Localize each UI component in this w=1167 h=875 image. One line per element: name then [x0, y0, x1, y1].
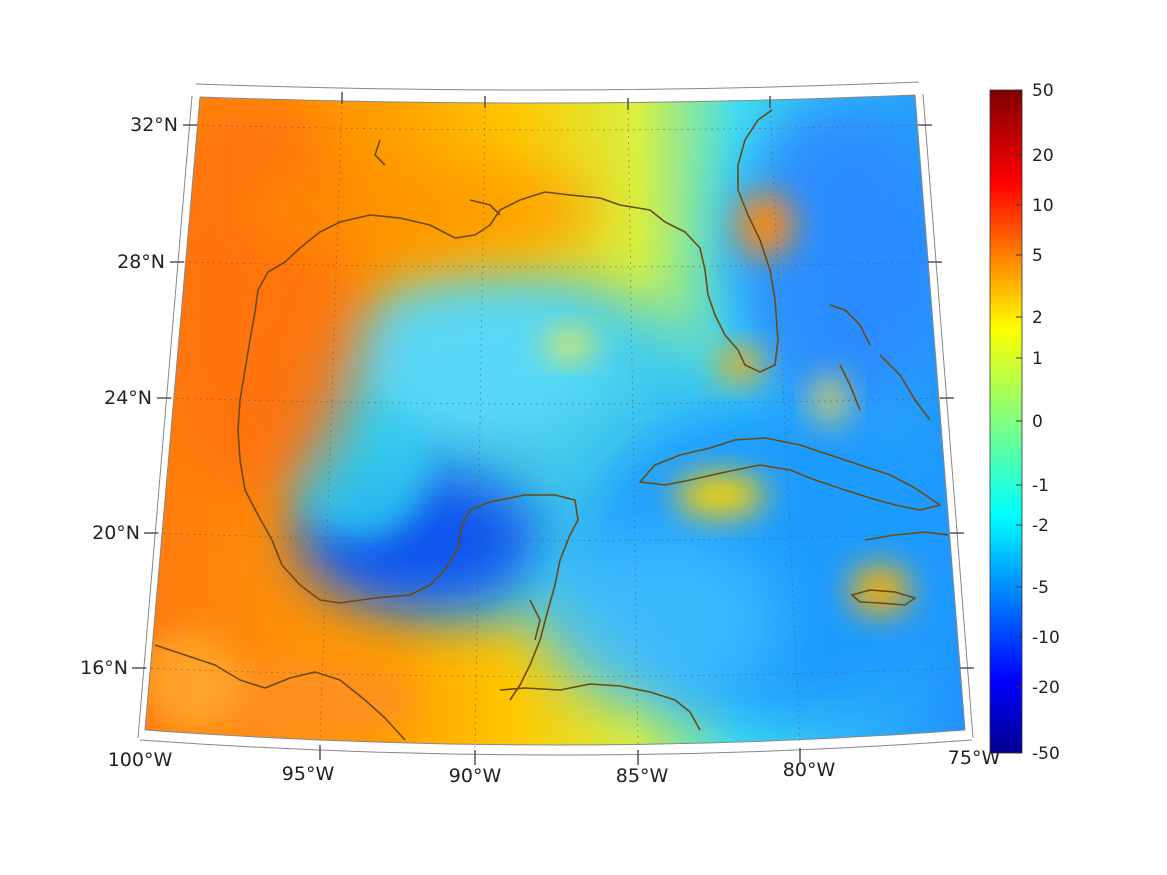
colorbar-label-5: 5 — [1032, 246, 1043, 266]
colorbar-label-neg2: -2 — [1032, 516, 1049, 536]
gulf-coastline — [237, 191, 666, 701]
lon-label-75w: 75°W — [948, 747, 1001, 769]
lat-label-16n: 16°N — [80, 657, 128, 679]
colorbar-label-neg5: -5 — [1032, 578, 1049, 598]
lon-label-85w: 85°W — [616, 765, 669, 787]
graticule — [144, 99, 963, 749]
colorbar-label-1: 1 — [1032, 349, 1043, 369]
central-america-coastline — [154, 644, 406, 741]
jamaica-coastline — [851, 589, 916, 606]
lat-label-20n: 20°N — [92, 522, 140, 544]
colorbar-label-neg20: -20 — [1032, 678, 1060, 698]
lat-label-24n: 24°N — [104, 387, 152, 409]
colorbar-label-neg10: -10 — [1032, 628, 1060, 648]
lon-label-100w: 100°W — [108, 749, 173, 771]
florida-coastline — [664, 109, 779, 373]
data-field — [145, 95, 965, 745]
colorbar-label-0: 0 — [1032, 412, 1043, 432]
colorbar-ticks — [1016, 89, 1022, 754]
coastlines — [154, 109, 949, 741]
lon-label-90w: 90°W — [449, 765, 502, 787]
cuba-coastline — [639, 437, 941, 511]
colorbar-label-neg1: -1 — [1032, 476, 1049, 496]
frame-ticks — [132, 92, 974, 765]
longitude-labels: 100°W 95°W 90°W 85°W 80°W 75°W — [108, 747, 1001, 787]
colorbar-label-neg50: -50 — [1032, 744, 1060, 764]
colorbar-label-2: 2 — [1032, 308, 1043, 328]
map-frame — [137, 81, 974, 756]
colorbar-label-50: 50 — [1032, 81, 1054, 101]
lat-label-32n: 32°N — [130, 114, 178, 136]
colorbar-label-10: 10 — [1032, 196, 1054, 216]
lon-label-80w: 80°W — [783, 759, 836, 781]
lat-label-28n: 28°N — [117, 251, 165, 273]
bahamas-coastline — [829, 304, 931, 421]
colorbar: 50 20 10 5 2 1 0 -1 -2 -5 -10 -20 -50 — [989, 81, 1060, 764]
lon-label-95w: 95°W — [282, 763, 335, 785]
latitude-labels: 32°N 28°N 24°N 20°N 16°N — [80, 114, 178, 679]
colorbar-label-20: 20 — [1032, 146, 1054, 166]
